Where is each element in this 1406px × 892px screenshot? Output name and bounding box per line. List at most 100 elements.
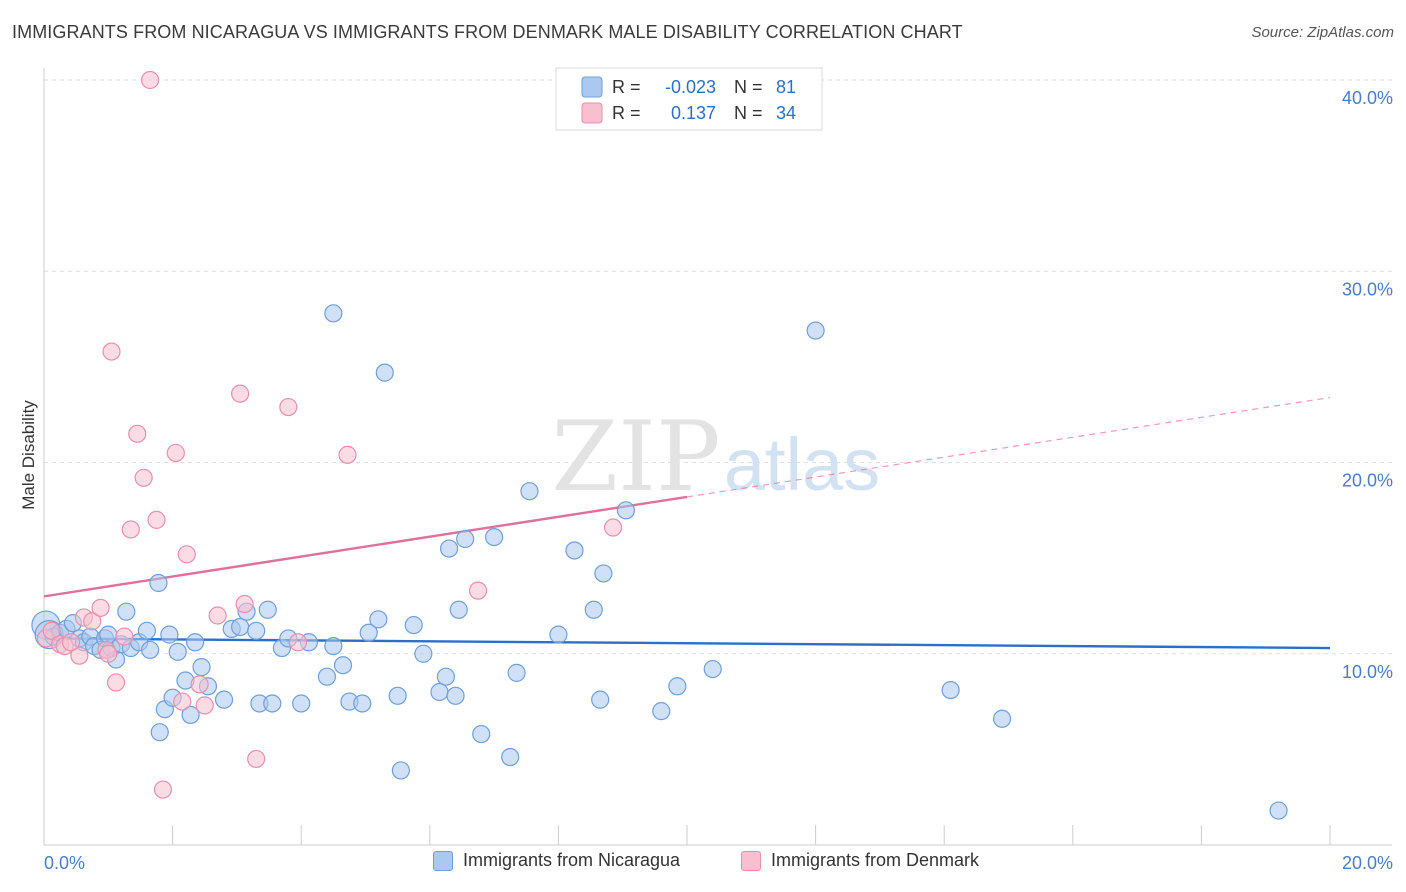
nicaragua-point-77 bbox=[1269, 801, 1288, 820]
data-points bbox=[31, 70, 1288, 820]
denmark-point-22 bbox=[208, 606, 227, 625]
nicaragua-point-33 bbox=[231, 617, 250, 637]
denmark-point-27 bbox=[288, 633, 308, 652]
denmark-trend-solid bbox=[43, 495, 688, 598]
denmark-point-6 bbox=[83, 612, 102, 631]
nicaragua-point-72 bbox=[668, 677, 687, 696]
legend-item-denmark: Immigrants from Denmark bbox=[741, 850, 979, 871]
nicaragua-point-19 bbox=[140, 640, 160, 660]
legend-n-label-nicaragua: N = bbox=[734, 77, 763, 97]
denmark-point-23 bbox=[231, 384, 250, 403]
legend-r-label-denmark: R = bbox=[612, 103, 641, 123]
denmark-point-29 bbox=[468, 581, 488, 600]
nicaragua-point-78 bbox=[324, 304, 343, 323]
nicaragua-point-57 bbox=[449, 600, 468, 619]
nicaragua-point-20 bbox=[149, 573, 168, 593]
nicaragua-point-40 bbox=[292, 694, 311, 713]
y-tick-label-30: 30.0% bbox=[1342, 279, 1393, 299]
nicaragua-point-28 bbox=[192, 658, 211, 677]
axes bbox=[43, 68, 1392, 846]
denmark-point-18 bbox=[166, 443, 185, 463]
denmark-point-13 bbox=[128, 424, 147, 443]
legend-r-value-nicaragua: -0.023 bbox=[665, 77, 716, 97]
gridlines bbox=[44, 79, 1392, 655]
y-axis-label: Male Disability bbox=[19, 400, 38, 510]
nicaragua-point-44 bbox=[333, 656, 353, 675]
denmark-point-25 bbox=[247, 749, 266, 769]
nicaragua-point-46 bbox=[353, 694, 372, 713]
watermark-atlas: atlas bbox=[724, 423, 880, 506]
legend-swatch-denmark-bottom bbox=[741, 850, 761, 871]
nicaragua-point-18 bbox=[137, 621, 156, 640]
nicaragua-point-27 bbox=[186, 633, 205, 652]
nicaragua-point-65 bbox=[549, 625, 568, 644]
legend-n-label-denmark: N = bbox=[734, 103, 763, 123]
legend-item-nicaragua: Immigrants from Nicaragua bbox=[433, 850, 680, 871]
nicaragua-point-38 bbox=[263, 694, 282, 713]
source-label: Source: ZipAtlas.com bbox=[1251, 24, 1394, 41]
denmark-point-15 bbox=[140, 70, 160, 90]
denmark-point-33 bbox=[195, 696, 214, 715]
legend-r-label-nicaragua: R = bbox=[612, 77, 641, 97]
nicaragua-point-76 bbox=[992, 709, 1012, 728]
nicaragua-point-15 bbox=[117, 602, 136, 621]
nicaragua-point-70 bbox=[616, 501, 636, 520]
legend-n-value-denmark: 34 bbox=[776, 103, 796, 123]
denmark-point-17 bbox=[153, 780, 173, 799]
nicaragua-point-61 bbox=[485, 527, 504, 547]
y-tick-label-40: 40.0% bbox=[1342, 88, 1393, 108]
nicaragua-point-35 bbox=[247, 621, 266, 640]
denmark-point-10 bbox=[106, 673, 126, 692]
legend-swatch-denmark bbox=[581, 102, 603, 124]
nicaragua-point-58 bbox=[439, 539, 459, 558]
legend-swatch-nicaragua bbox=[581, 76, 603, 98]
denmark-point-4 bbox=[70, 646, 89, 665]
nicaragua-point-48 bbox=[369, 610, 388, 629]
denmark-point-31 bbox=[61, 633, 81, 652]
denmark-trend-dashed bbox=[686, 396, 1331, 498]
watermark-zip: ZIP bbox=[551, 401, 720, 513]
x-tick-label-max: 20.0% bbox=[1342, 853, 1393, 873]
nicaragua-point-74 bbox=[806, 321, 825, 340]
nicaragua-point-50 bbox=[388, 686, 407, 705]
nicaragua-trend-solid bbox=[43, 637, 1331, 650]
legend-swatch-nicaragua-bottom bbox=[433, 850, 453, 871]
nicaragua-point-59 bbox=[456, 529, 475, 549]
y-tick-label-20: 20.0% bbox=[1342, 471, 1393, 491]
nicaragua-point-24 bbox=[168, 642, 187, 661]
nicaragua-point-47 bbox=[359, 623, 378, 642]
denmark-point-24 bbox=[235, 594, 254, 614]
nicaragua-point-66 bbox=[565, 541, 584, 560]
legend-top: R = -0.023 N = 81 R = 0.137 N = 34 bbox=[555, 67, 823, 131]
denmark-point-26 bbox=[279, 397, 298, 417]
nicaragua-point-31 bbox=[214, 690, 234, 709]
nicaragua-point-71 bbox=[652, 702, 671, 721]
denmark-point-20 bbox=[177, 545, 196, 564]
nicaragua-point-55 bbox=[436, 667, 455, 686]
denmark-point-16 bbox=[147, 510, 166, 529]
nicaragua-point-30 bbox=[150, 723, 169, 742]
denmark-point-30 bbox=[603, 518, 623, 537]
denmark-point-7 bbox=[91, 598, 110, 617]
nicaragua-point-53 bbox=[414, 644, 433, 663]
denmark-point-11 bbox=[115, 627, 134, 646]
nicaragua-point-68 bbox=[591, 690, 610, 709]
nicaragua-point-73 bbox=[703, 659, 722, 679]
denmark-point-14 bbox=[134, 468, 153, 487]
y-tick-label-10: 10.0% bbox=[1342, 662, 1393, 682]
denmark-point-1 bbox=[42, 621, 61, 640]
nicaragua-point-52 bbox=[404, 615, 423, 635]
nicaragua-point-26 bbox=[181, 705, 200, 725]
legend-bottom: Immigrants from Nicaragua Immigrants fro… bbox=[0, 850, 1406, 880]
denmark-point-28 bbox=[338, 445, 357, 464]
nicaragua-point-67 bbox=[584, 600, 603, 619]
tick-labels: 10.0% 20.0% 30.0% 40.0% 0.0% 20.0% bbox=[44, 88, 1393, 873]
nicaragua-point-43 bbox=[324, 636, 343, 656]
nicaragua-point-63 bbox=[507, 663, 526, 682]
nicaragua-point-75 bbox=[941, 680, 960, 700]
legend-n-value-nicaragua: 81 bbox=[776, 77, 796, 97]
legend-r-value-denmark: 0.137 bbox=[671, 103, 716, 123]
nicaragua-point-22 bbox=[160, 625, 179, 644]
nicaragua-point-60 bbox=[472, 724, 491, 744]
